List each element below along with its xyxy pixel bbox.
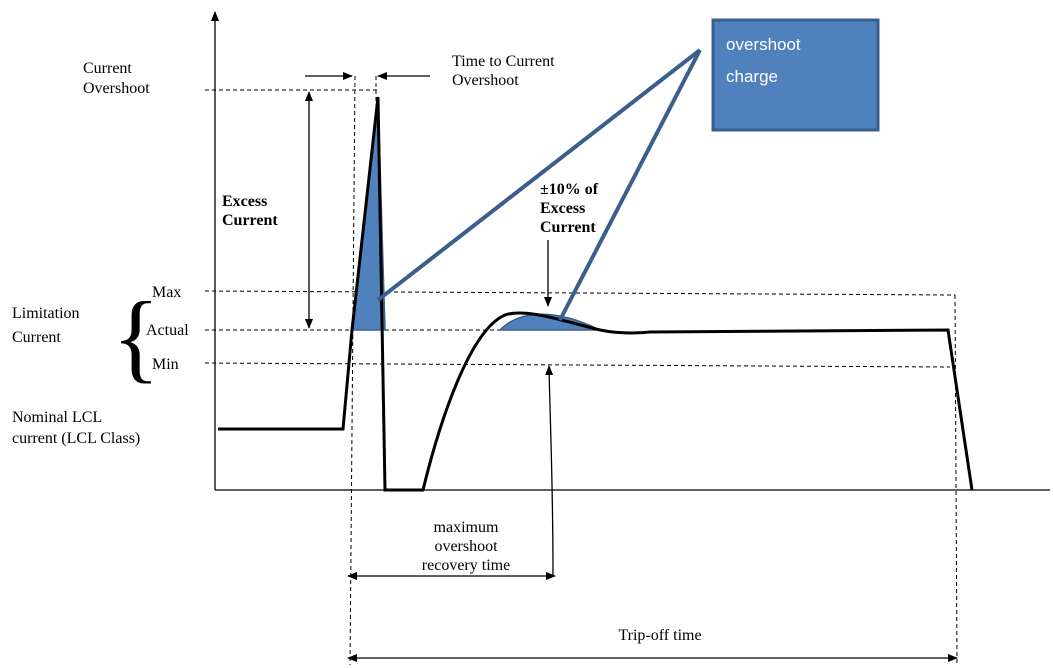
- label: recovery time: [422, 557, 510, 574]
- callout-line: [558, 49, 702, 321]
- label: maximum: [434, 519, 499, 536]
- label: Time to Current: [452, 53, 555, 70]
- label: Nominal LCL: [12, 409, 102, 426]
- brace: {: [112, 281, 160, 392]
- label: Limitation: [12, 305, 80, 322]
- label: Min: [152, 356, 179, 373]
- label: Excess: [540, 200, 585, 217]
- callout-box: [711, 18, 880, 132]
- label: current (LCL Class): [12, 430, 140, 447]
- label: Actual: [146, 322, 189, 339]
- label: Current: [12, 329, 61, 346]
- callout-text: charge: [726, 67, 778, 86]
- current-waveform: [218, 96, 974, 492]
- label: Overshoot: [83, 80, 150, 97]
- label: Excess: [222, 193, 267, 210]
- guides: [204, 75, 958, 666]
- label: Current: [222, 212, 278, 229]
- label: Max: [152, 284, 181, 301]
- label: overshoot: [434, 538, 498, 555]
- label: ±10% of: [540, 181, 599, 198]
- label: Current: [540, 219, 596, 236]
- callout-line: [376, 48, 702, 302]
- arrows: [305, 72, 958, 662]
- label: Trip-off time: [618, 627, 701, 644]
- callout-text: overshoot: [726, 35, 801, 54]
- label: Overshoot: [452, 72, 519, 89]
- label: Current: [83, 60, 132, 77]
